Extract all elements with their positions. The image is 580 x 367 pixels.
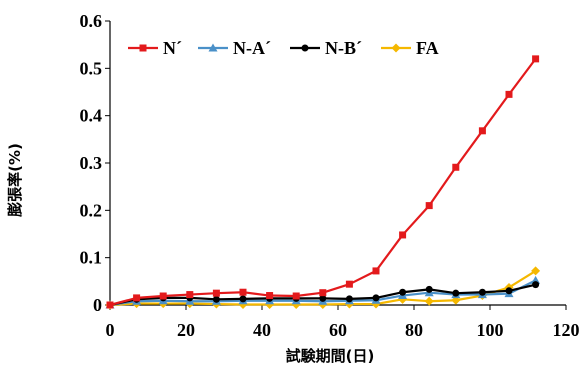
series-1-line — [109, 58, 537, 307]
legend-entry-4-marker — [391, 43, 401, 53]
series-3-point — [425, 285, 433, 293]
series-1-point — [452, 163, 460, 171]
axes: 0 20 40 60 80 100 120 0 0.1 0.2 0.3 0.4 0.5 0.6 — [80, 11, 580, 340]
series-4-point — [424, 296, 434, 306]
series-1-point — [292, 292, 300, 300]
series-3-point — [372, 294, 380, 302]
y-tick-label: 0.1 — [80, 248, 103, 268]
y-tick-label: 0.3 — [80, 153, 103, 173]
series-3-point — [345, 295, 353, 303]
series-1 — [106, 55, 540, 309]
series-3-point — [239, 295, 247, 303]
series-1-point — [372, 267, 380, 275]
series-1-point — [186, 291, 194, 299]
series-1-point — [133, 294, 141, 302]
x-axis-title: 試験期間(日) — [286, 347, 375, 365]
series-3-point — [478, 288, 486, 296]
series-3-point — [399, 288, 407, 296]
legend-entry-2: N-A´ — [198, 38, 271, 58]
series-2-point — [531, 275, 541, 284]
y-tick-label: 0 — [93, 295, 102, 315]
y-tick-label: 0.2 — [80, 200, 103, 220]
series-1-point — [212, 289, 220, 297]
legend-entry-2-marker — [208, 43, 218, 52]
legend-entry-3: N-B´ — [290, 38, 362, 58]
x-tick-label: 0 — [106, 320, 115, 340]
series-1-point — [319, 289, 327, 297]
series-1-point — [266, 292, 274, 300]
series-layer — [105, 55, 541, 310]
y-tick-label: 0.5 — [80, 58, 103, 78]
series-4-point — [531, 266, 541, 276]
x-tick-label: 80 — [405, 320, 423, 340]
legend-entry-4-label: FA — [416, 38, 439, 58]
x-tick-label: 120 — [553, 320, 580, 340]
x-tick-label: 100 — [477, 320, 504, 340]
series-1-point — [532, 55, 540, 63]
legend-entry-1-label: N´ — [163, 38, 182, 58]
x-tick-label: 20 — [177, 320, 195, 340]
y-tick-label: 0.6 — [80, 11, 103, 31]
legend: N´ N-A´ N-B´ FA — [128, 38, 439, 58]
series-1-point — [345, 280, 353, 288]
x-tick-label: 40 — [253, 320, 271, 340]
y-axis-title: 膨張率(%) — [6, 143, 24, 217]
x-tick-label: 60 — [329, 320, 347, 340]
series-3-point — [532, 281, 540, 289]
series-3-point — [452, 289, 460, 297]
series-1-point — [425, 202, 433, 210]
legend-entry-3-marker — [301, 44, 309, 52]
series-1-point — [159, 292, 167, 300]
series-3-point — [319, 294, 327, 302]
legend-entry-4: FA — [381, 38, 439, 58]
legend-entry-3-label: N-B´ — [325, 38, 362, 58]
legend-entry-1-marker — [139, 44, 147, 52]
series-1-point — [505, 90, 513, 98]
series-1-point — [478, 127, 486, 135]
legend-entry-1: N´ — [128, 38, 182, 58]
y-tick-label: 0.4 — [80, 106, 103, 126]
series-1-point — [399, 231, 407, 239]
legend-entry-2-label: N-A´ — [233, 38, 271, 58]
series-1-point — [106, 301, 114, 309]
series-3-point — [505, 287, 513, 295]
series-3-point — [212, 295, 220, 303]
series-1-point — [239, 288, 247, 296]
